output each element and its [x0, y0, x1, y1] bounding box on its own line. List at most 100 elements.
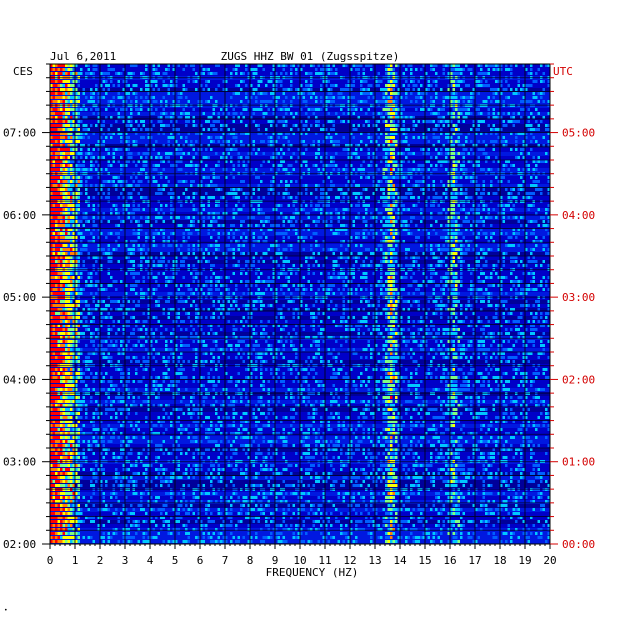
spectrogram-cell [325, 204, 328, 207]
spectrogram-cell [95, 280, 98, 283]
spectrogram-cell [62, 228, 65, 231]
spectrogram-cell [302, 184, 305, 187]
spectrogram-cell [67, 92, 70, 95]
spectrogram-cell [135, 84, 138, 87]
spectrogram-cell [272, 140, 275, 143]
spectrogram-cell [57, 64, 60, 67]
spectrogram-cell [497, 64, 500, 67]
spectrogram-cell [227, 152, 230, 155]
spectrogram-cell [250, 264, 253, 267]
spectrogram-cell [255, 224, 258, 227]
spectrogram-cell [320, 72, 323, 75]
spectrogram-cell [502, 204, 505, 207]
spectrogram-cell [385, 168, 388, 171]
spectrogram-cell [127, 152, 130, 155]
spectrogram-cell [330, 160, 333, 163]
spectrogram-cell [412, 256, 415, 259]
spectrogram-cell [197, 260, 200, 263]
spectrogram-cell [55, 272, 58, 275]
spectrogram-cell [535, 72, 538, 75]
spectrogram-cell [170, 164, 173, 167]
spectrogram-cell [225, 264, 228, 267]
spectrogram-cell [97, 176, 100, 179]
spectrogram-cell [375, 284, 378, 287]
spectrogram-cell [62, 64, 65, 67]
spectrogram-cell [475, 224, 478, 227]
spectrogram-cell [390, 212, 393, 215]
spectrogram-cell [207, 100, 210, 103]
spectrogram-cell [147, 260, 150, 263]
spectrogram-cell [542, 92, 545, 95]
spectrogram-cell [285, 132, 288, 135]
spectrogram-cell [427, 232, 430, 235]
spectrogram-cell [80, 144, 83, 147]
spectrogram-cell [387, 248, 390, 251]
spectrogram-cell [452, 124, 455, 127]
spectrogram-cell [57, 68, 60, 71]
spectrogram-cell [495, 272, 498, 275]
spectrogram-cell [457, 80, 460, 83]
spectrogram-cell [505, 188, 508, 191]
spectrogram-cell [330, 128, 333, 131]
spectrogram-cell [50, 124, 53, 127]
spectrogram-cell [112, 68, 115, 71]
spectrogram-cell [202, 196, 205, 199]
spectrogram-cell [57, 132, 60, 135]
spectrogram-cell [442, 72, 445, 75]
spectrogram-cell [457, 212, 460, 215]
spectrogram-cell [172, 192, 175, 195]
spectrogram-cell [370, 68, 373, 71]
spectrogram-cell [162, 72, 165, 75]
spectrogram-cell [380, 112, 383, 115]
spectrogram-cell [230, 240, 233, 243]
spectrogram-cell [77, 212, 80, 215]
spectrogram-cell [77, 256, 80, 259]
spectrogram-cell [422, 228, 425, 231]
spectrogram-cell [72, 256, 75, 259]
spectrogram-cell [432, 112, 435, 115]
spectrogram-cell [65, 228, 68, 231]
spectrogram-cell [450, 240, 453, 243]
spectrogram-cell [65, 216, 68, 219]
spectrogram-cell [465, 248, 468, 251]
spectrogram-cell [300, 84, 303, 87]
spectrogram-cell [50, 248, 53, 251]
spectrogram-cell [272, 144, 275, 147]
spectrogram-cell [390, 80, 393, 83]
spectrogram-cell [387, 272, 390, 275]
spectrogram-cell [200, 204, 203, 207]
spectrogram-cell [372, 192, 375, 195]
spectrogram-cell [87, 152, 90, 155]
spectrogram-cell [72, 108, 75, 111]
spectrogram-cell [62, 280, 65, 283]
spectrogram-cell [65, 236, 68, 239]
spectrogram-cell [60, 168, 63, 171]
spectrogram-cell [367, 264, 370, 267]
spectrogram-cell [322, 124, 325, 127]
spectrogram-cell [130, 220, 133, 223]
spectrogram-cell [52, 108, 55, 111]
spectrogram-cell [437, 284, 440, 287]
spectrogram-cell [260, 280, 263, 283]
spectrogram-cell [457, 100, 460, 103]
spectrogram-cell [210, 148, 213, 151]
spectrogram-cell [540, 96, 543, 99]
spectrogram-cell [60, 228, 63, 231]
spectrogram-cell [440, 120, 443, 123]
spectrogram-cell [375, 216, 378, 219]
spectrogram-cell [145, 84, 148, 87]
spectrogram-cell [455, 164, 458, 167]
spectrogram-cell [500, 68, 503, 71]
spectrogram-cell [187, 228, 190, 231]
spectrogram-cell [292, 264, 295, 267]
spectrogram-cell [115, 188, 118, 191]
spectrogram-cell [262, 160, 265, 163]
spectrogram-cell [502, 276, 505, 279]
spectrogram-cell [232, 108, 235, 111]
spectrogram-cell [485, 64, 488, 67]
spectrogram-cell [77, 116, 80, 119]
spectrogram-cell [547, 80, 550, 83]
spectrogram-cell [390, 204, 393, 207]
spectrogram-cell [62, 252, 65, 255]
spectrogram-cell [380, 100, 383, 103]
